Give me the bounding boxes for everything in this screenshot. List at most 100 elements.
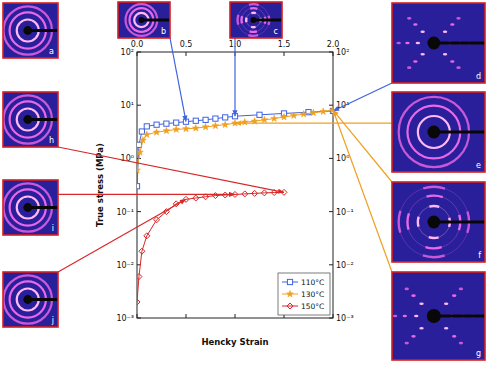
series-marker (261, 190, 267, 196)
y-tick-label: 10⁰ (336, 154, 349, 163)
beamstop (28, 29, 58, 32)
pattern-spot (419, 327, 423, 330)
y-tick (137, 105, 141, 106)
series-line (137, 110, 333, 170)
pattern-spot (452, 294, 456, 297)
series-marker (212, 122, 219, 129)
figure: 0.00.51.01.52.010⁻³10⁻³10⁻²10⁻²10⁻¹10⁻¹1… (0, 0, 488, 365)
panel-border (392, 3, 485, 83)
y-tick (137, 52, 141, 53)
y-tick (329, 318, 333, 319)
series-marker (137, 184, 140, 189)
beamstop (427, 216, 440, 229)
pattern-panel (230, 2, 305, 38)
beamstop (434, 315, 485, 318)
series-marker (137, 149, 143, 156)
arrow-head (333, 110, 339, 116)
pattern (3, 3, 58, 58)
arrow (235, 123, 392, 124)
y-tick-label: 10² (121, 48, 134, 57)
series-marker (261, 116, 268, 123)
pattern (118, 2, 170, 38)
series-marker (271, 115, 278, 122)
panel-border (392, 182, 485, 262)
arrow-head (182, 115, 187, 121)
pattern-spot (405, 288, 409, 291)
arrow-head (235, 121, 241, 126)
pattern-spot (413, 23, 417, 26)
series-marker (203, 117, 208, 122)
series-marker (202, 123, 209, 130)
series-marker (139, 248, 145, 254)
series-marker (193, 118, 198, 123)
beamstop (23, 203, 32, 212)
pattern-panel (3, 3, 83, 58)
legend-marker (287, 290, 294, 297)
pattern-spot (420, 53, 424, 56)
series-marker (174, 120, 179, 125)
arrow (234, 38, 235, 116)
series-marker (290, 112, 297, 119)
y-tick (329, 52, 333, 53)
beamstop (427, 37, 440, 50)
series-marker (223, 115, 228, 120)
series-marker (137, 299, 140, 305)
panel-label: j (51, 316, 54, 325)
beamstop (141, 19, 170, 22)
pattern-spot (459, 342, 463, 345)
pattern (3, 272, 58, 327)
y-tick (329, 105, 333, 106)
panel-label: i (52, 224, 54, 233)
series-line (137, 192, 284, 302)
pattern-spot (393, 315, 397, 318)
pattern-spot (405, 42, 409, 45)
pattern-spot (413, 60, 417, 63)
arrow-head (179, 199, 186, 204)
y-tick-label: 10⁻³ (116, 314, 134, 323)
pattern-spot (459, 288, 463, 291)
y-tick-label: 10⁻¹ (116, 208, 134, 217)
arrow-head (232, 110, 237, 116)
beamstop (434, 42, 485, 45)
pattern-spot (444, 327, 448, 330)
arrow-head (333, 110, 338, 117)
pattern (392, 272, 485, 360)
pattern-spot (443, 53, 447, 56)
arrow (58, 194, 235, 195)
series-marker (163, 127, 170, 134)
panel-border (3, 3, 58, 58)
pattern-spot (456, 17, 460, 20)
pattern-panel (3, 180, 83, 235)
beamstop (427, 126, 440, 139)
x-tick-label: 0.5 (180, 40, 193, 49)
series-marker (257, 112, 262, 117)
arrow-head (278, 189, 284, 194)
pattern-panel (3, 272, 83, 327)
legend-marker (287, 303, 293, 309)
pattern (392, 92, 485, 172)
arrow (333, 110, 392, 272)
arrow (333, 110, 392, 182)
series-marker (310, 109, 317, 116)
pattern-spot (396, 42, 400, 45)
series-marker (330, 106, 333, 113)
series-marker (144, 233, 150, 239)
y-tick-label: 10⁻² (336, 261, 354, 270)
beamstop (427, 309, 441, 323)
legend-label: 150°C (301, 302, 324, 311)
series-marker (153, 129, 160, 136)
arrow (170, 38, 186, 122)
x-tick (333, 52, 334, 56)
series-marker (143, 131, 150, 138)
beamstop (23, 26, 32, 35)
y-tick-label: 10⁻¹ (336, 208, 354, 217)
series-marker (139, 137, 146, 144)
legend-box (278, 273, 330, 315)
pattern-spot (407, 17, 411, 20)
arrow-head (229, 192, 235, 197)
beamstop (23, 115, 32, 124)
panel-border (3, 92, 58, 147)
pattern-panel (3, 92, 83, 147)
legend-label: 110°C (301, 278, 324, 287)
series-line (137, 111, 333, 186)
